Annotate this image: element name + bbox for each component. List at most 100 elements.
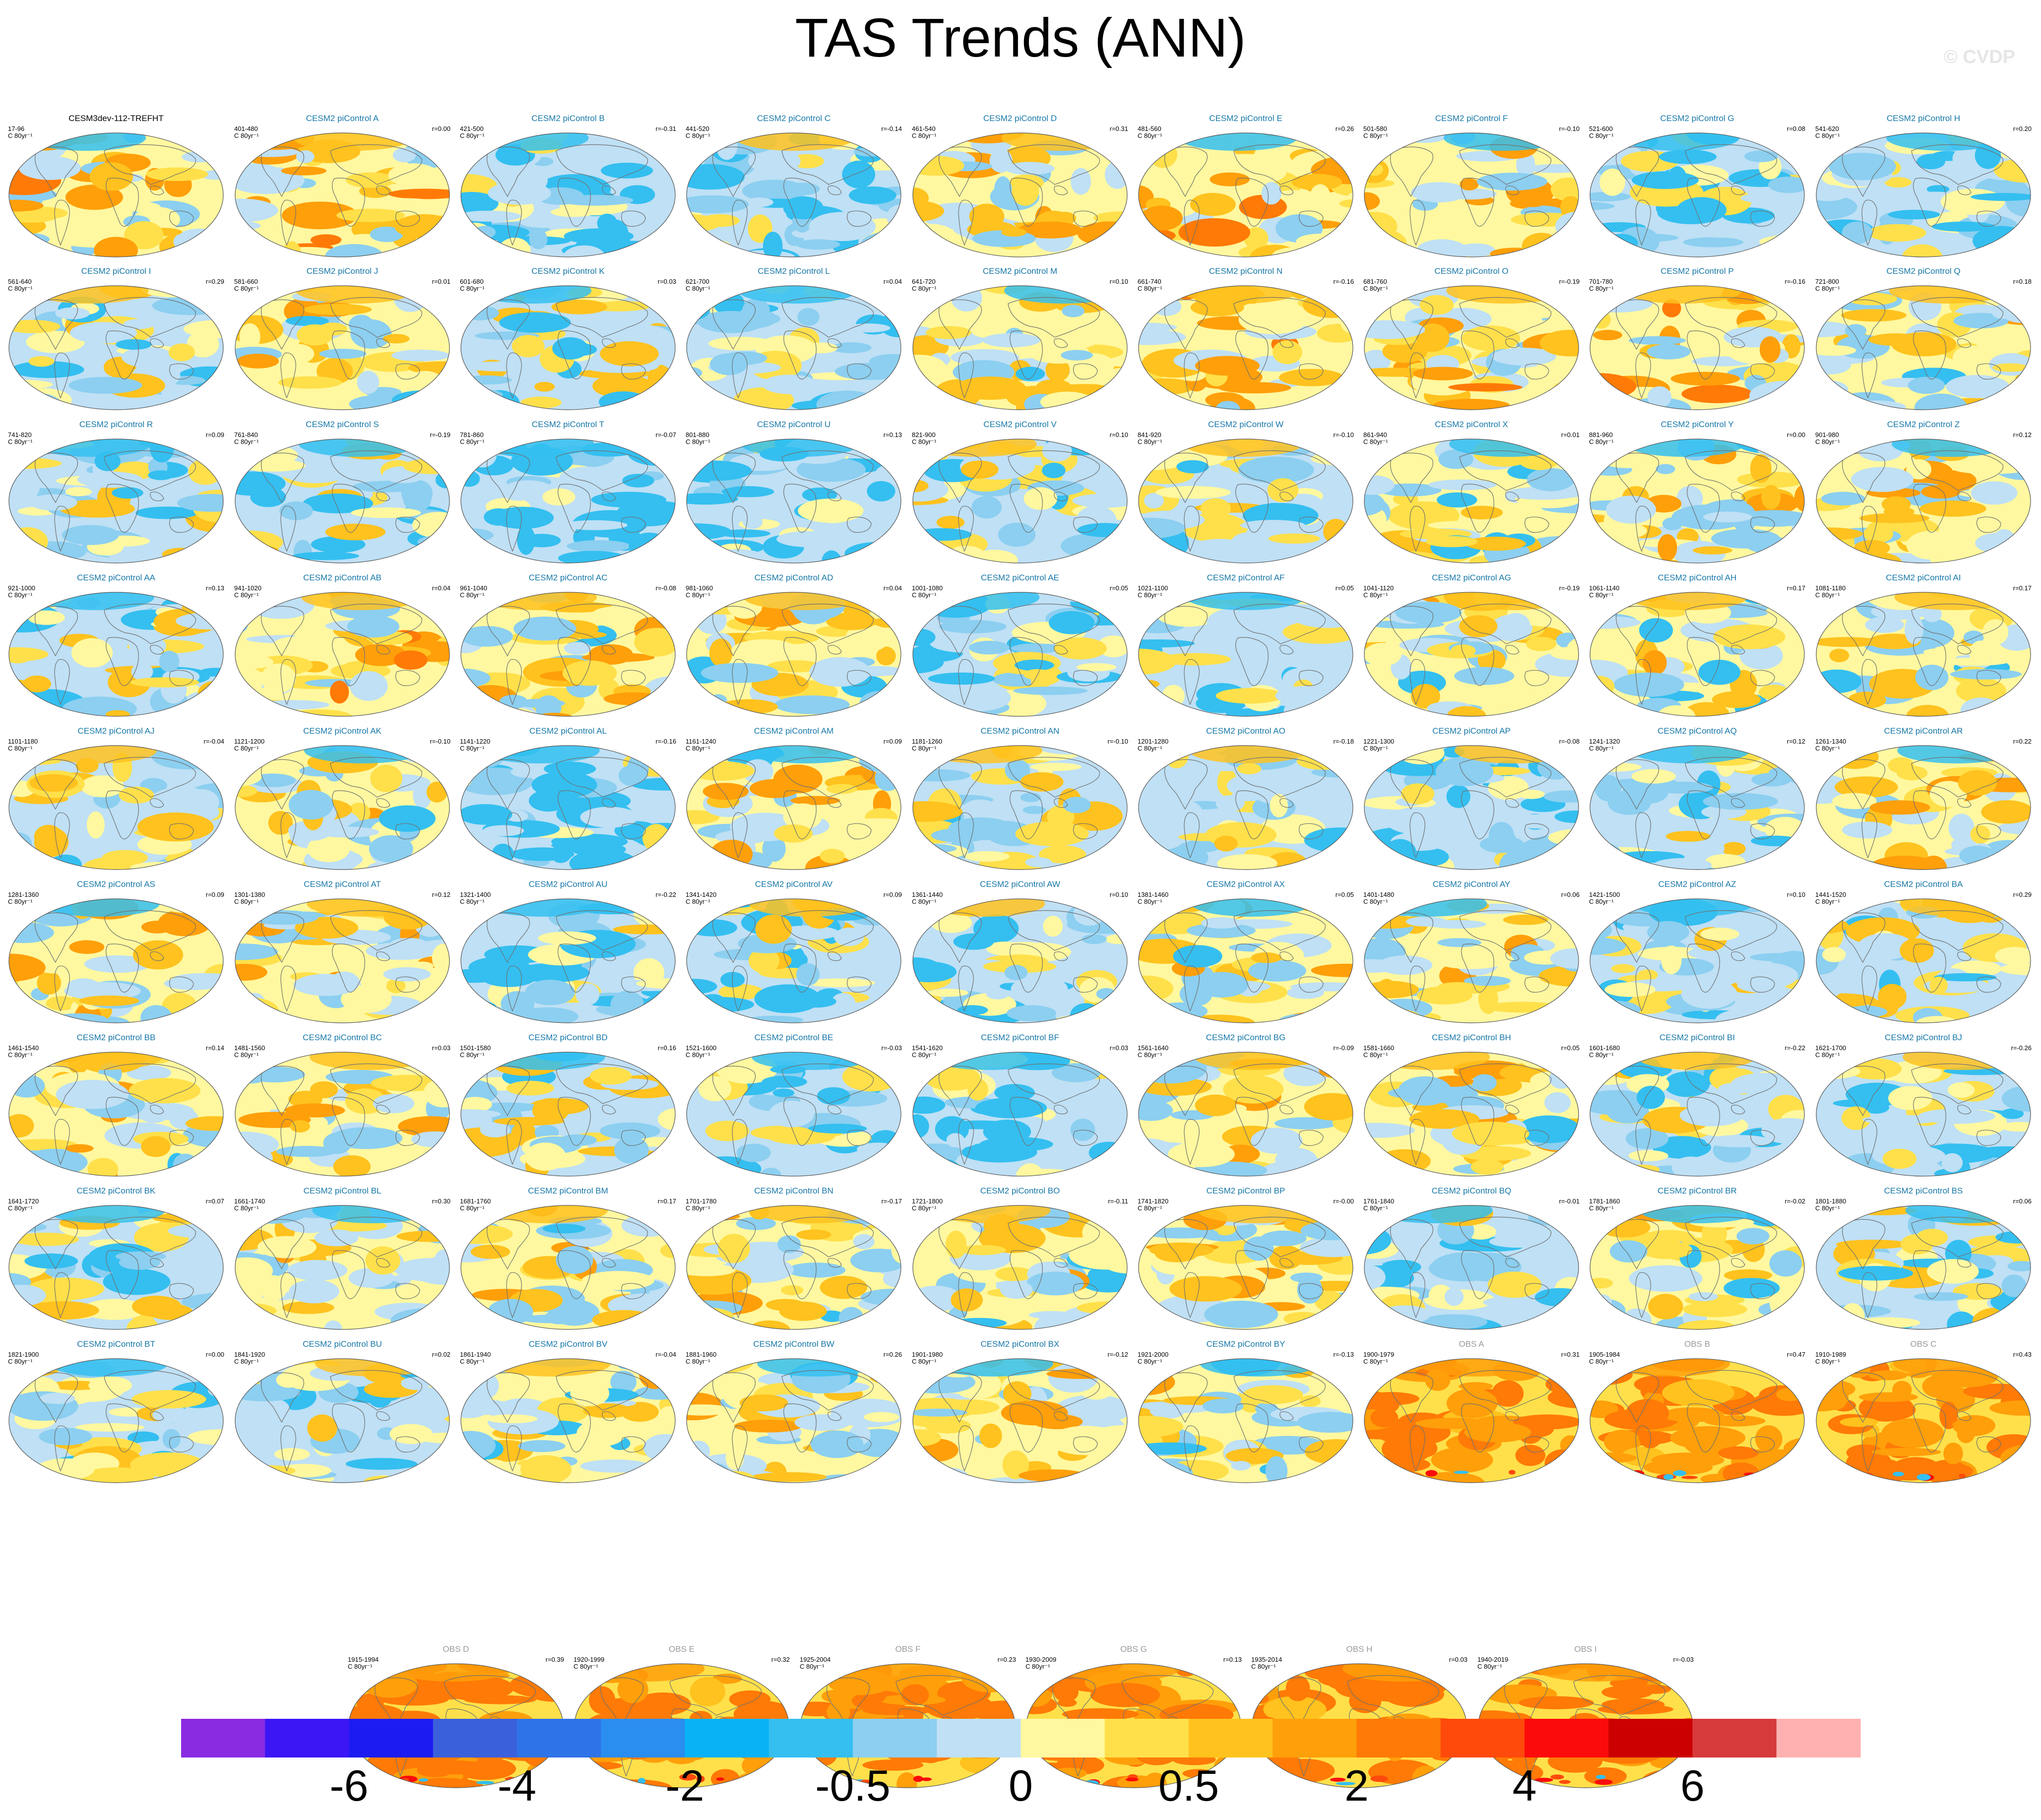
panel-map: [1364, 1205, 1579, 1330]
panel-pattern-correlation: r=-0.11: [1108, 1197, 1128, 1205]
panel-pattern-correlation: r=0.23: [997, 1656, 1016, 1663]
map-panel: CESM2 piControl BM 1681-1760 C 80yr⁻¹ r=0.1…: [458, 1186, 678, 1334]
panel-pattern-correlation: r=0.10: [1109, 431, 1128, 439]
panel-units: C 80yr⁻¹: [460, 1051, 485, 1059]
map-panel: CESM2 piControl G 521-600 C 80yr⁻¹ r=0.08: [1587, 113, 1807, 262]
panel-units: C 80yr⁻¹: [460, 285, 485, 292]
map-panel: CESM2 piControl Q 721-800 C 80yr⁻¹ r=0.18: [1813, 266, 2034, 415]
panel-units: C 80yr⁻¹: [460, 132, 485, 139]
panel-case-name: CESM2 piControl BC: [303, 1033, 382, 1042]
panel-units: C 80yr⁻¹: [8, 898, 33, 905]
panel-map: [8, 132, 224, 257]
panel-map: [1138, 745, 1353, 870]
panel-units: C 80yr⁻¹: [460, 745, 485, 752]
colorbar-swatch: [1525, 1719, 1609, 1757]
panel-map: [460, 285, 676, 410]
map-panel: CESM2 piControl AE 1001-1080 C 80yr⁻¹ r=0.0…: [910, 572, 1130, 721]
panel-years: 17-96: [8, 125, 25, 132]
panel-case-name: CESM2 piControl BO: [980, 1186, 1060, 1195]
panel-units: C 80yr⁻¹: [686, 285, 710, 292]
map-panel: CESM2 piControl S 761-840 C 80yr⁻¹ r=-0.19: [232, 419, 452, 568]
panel-map: [1816, 1205, 2031, 1330]
panel-units: C 80yr⁻¹: [1815, 1358, 1840, 1365]
panel-units: C 80yr⁻¹: [8, 1358, 33, 1365]
panel-years: 1341-1420: [686, 891, 717, 898]
map-panel: CESM2 piControl BV 1861-1940 C 80yr⁻¹ r=-0.…: [458, 1339, 678, 1488]
panel-years: 741-820: [8, 431, 32, 439]
panel-case-name: OBS G: [1120, 1644, 1147, 1654]
panel-units: C 80yr⁻¹: [1363, 898, 1388, 905]
panel-units: C 80yr⁻¹: [686, 132, 710, 139]
panel-case-name: CESM2 piControl AR: [1884, 726, 1963, 736]
panel-years: 601-680: [460, 278, 484, 285]
map-panel: CESM2 piControl BL 1661-1740 C 80yr⁻¹ r=0.3…: [232, 1186, 452, 1334]
panel-units: C 80yr⁻¹: [8, 132, 33, 139]
panel-case-name: CESM2 piControl W: [1208, 420, 1284, 429]
panel-map: [1816, 439, 2031, 564]
panel-years: 1701-1780: [686, 1197, 717, 1205]
panel-map: [460, 898, 676, 1023]
panel-pattern-correlation: r=0.16: [657, 1044, 676, 1052]
panel-case-name: CESM2 piControl BG: [1206, 1033, 1286, 1042]
panel-years: 1541-1620: [912, 1044, 943, 1052]
panel-pattern-correlation: r=0.02: [432, 1351, 450, 1358]
panel-pattern-correlation: r=0.09: [205, 431, 224, 439]
panel-units: C 80yr⁻¹: [1815, 591, 1840, 599]
panel-units: C 80yr⁻¹: [686, 438, 710, 445]
panel-pattern-correlation: r=0.08: [1786, 125, 1805, 132]
panel-case-name: CESM2 piControl S: [306, 420, 379, 429]
panel-years: 1910-1989: [1815, 1351, 1847, 1358]
panel-pattern-correlation: r=0.31: [1561, 1351, 1580, 1358]
panel-pattern-correlation: r=-0.26: [2011, 1044, 2032, 1052]
panel-years: 1121-1200: [234, 738, 265, 745]
panel-case-name: CESM2 piControl AE: [981, 573, 1059, 582]
panel-units: C 80yr⁻¹: [460, 898, 485, 905]
map-panel: CESM2 piControl AO 1201-1280 C 80yr⁻¹ r=-0.…: [1136, 726, 1356, 875]
map-panel: CESM2 piControl E 481-560 C 80yr⁻¹ r=0.26: [1136, 113, 1356, 262]
panel-map: [235, 1358, 450, 1483]
panel-years: 1501-1580: [460, 1044, 491, 1052]
map-panel: CESM2 piControl AP 1221-1300 C 80yr⁻¹ r=-0.…: [1361, 726, 1582, 875]
map-panel: CESM2 piControl BX 1901-1980 C 80yr⁻¹ r=-0.…: [910, 1339, 1130, 1488]
panel-years: 841-920: [1138, 431, 1161, 439]
colorbar-swatch: [1020, 1719, 1105, 1757]
panel-pattern-correlation: r=-0.19: [1559, 584, 1580, 592]
panel-pattern-correlation: r=0.30: [432, 1197, 450, 1205]
panel-map: [235, 592, 450, 717]
panel-units: C 80yr⁻¹: [1363, 1358, 1388, 1365]
panel-years: 701-780: [1589, 278, 1613, 285]
panel-case-name: CESM2 piControl BA: [1884, 879, 1963, 889]
map-panel: CESM2 piControl BU 1841-1920 C 80yr⁻¹ r=0.0…: [232, 1339, 452, 1488]
panel-map: [1590, 439, 1805, 564]
panel-case-name: CESM2 piControl AA: [77, 573, 155, 582]
panel-units: C 80yr⁻¹: [1589, 745, 1614, 752]
panel-units: C 80yr⁻¹: [1363, 1204, 1388, 1212]
panel-map: [1138, 285, 1353, 410]
map-panel: CESM2 piControl AF 1021-1100 C 80yr⁻¹ r=0.0…: [1136, 572, 1356, 721]
panel-map: [1816, 745, 2031, 870]
panel-map: [235, 439, 450, 564]
panel-map: [1364, 1052, 1579, 1177]
map-panel: CESM2 piControl AA 921-1000 C 80yr⁻¹ r=0.13: [6, 572, 226, 721]
map-panel: CESM2 piControl AN 1181-1260 C 80yr⁻¹ r=-0.…: [910, 726, 1130, 875]
panel-map: [235, 1205, 450, 1330]
panel-years: 1601-1680: [1589, 1044, 1620, 1052]
panel-case-name: CESM2 piControl AS: [77, 879, 155, 889]
panel-units: C 80yr⁻¹: [8, 285, 33, 292]
panel-units: C 80yr⁻¹: [912, 438, 937, 445]
panel-pattern-correlation: r=-0.10: [1559, 125, 1580, 132]
panel-map: [460, 132, 676, 257]
panel-pattern-correlation: r=0.06: [1561, 891, 1580, 898]
panel-map: [1590, 745, 1805, 870]
panel-years: 1925-2004: [800, 1656, 831, 1663]
map-panel: OBS A 1900-1979 C 80yr⁻¹ r=0.31: [1361, 1339, 1582, 1488]
panel-map: [1138, 1205, 1353, 1330]
panel-pattern-correlation: r=0.10: [1109, 891, 1128, 898]
panel-pattern-correlation: r=0.13: [883, 431, 902, 439]
panel-years: 1821-1900: [8, 1351, 39, 1358]
page-title: TAS Trends (ANN): [795, 7, 1246, 68]
panel-units: C 80yr⁻¹: [234, 1358, 259, 1365]
panel-units: C 80yr⁻¹: [912, 1051, 937, 1059]
panel-pattern-correlation: r=-0.07: [655, 431, 676, 439]
panel-pattern-correlation: r=0.39: [545, 1656, 564, 1663]
